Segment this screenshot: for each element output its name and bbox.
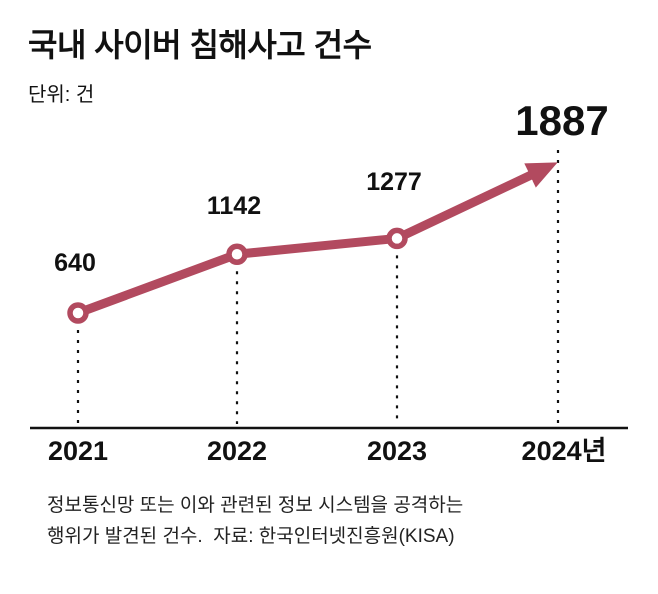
x-axis-label-2024: 2024년 (521, 436, 607, 466)
data-point-marker (386, 227, 408, 250)
x-axis-label-2022: 2022 (206, 436, 268, 466)
chart-title: 국내 사이버 침해사고 건수 (28, 27, 372, 63)
x-axis-label-2023: 2023 (366, 436, 428, 466)
trend-line (76, 162, 558, 318)
footnote-line-2: 행위가 발견된 건수. 자료: 한국인터넷진흥원(KISA) (47, 526, 455, 547)
value-label-2021: 640 (54, 249, 96, 277)
footnote-line-1: 정보통신망 또는 이와 관련된 정보 시스템을 공격하는 (47, 495, 464, 516)
value-label-2022: 1142 (206, 192, 262, 221)
value-label-2023: 1277 (366, 168, 422, 197)
data-point-marker (67, 302, 89, 324)
data-point-marker (226, 243, 248, 265)
x-axis-label-2021: 2021 (47, 436, 109, 466)
value-label-2024-highlight: 1887 (515, 97, 609, 144)
unit-label: 단위: 건 (28, 84, 95, 106)
